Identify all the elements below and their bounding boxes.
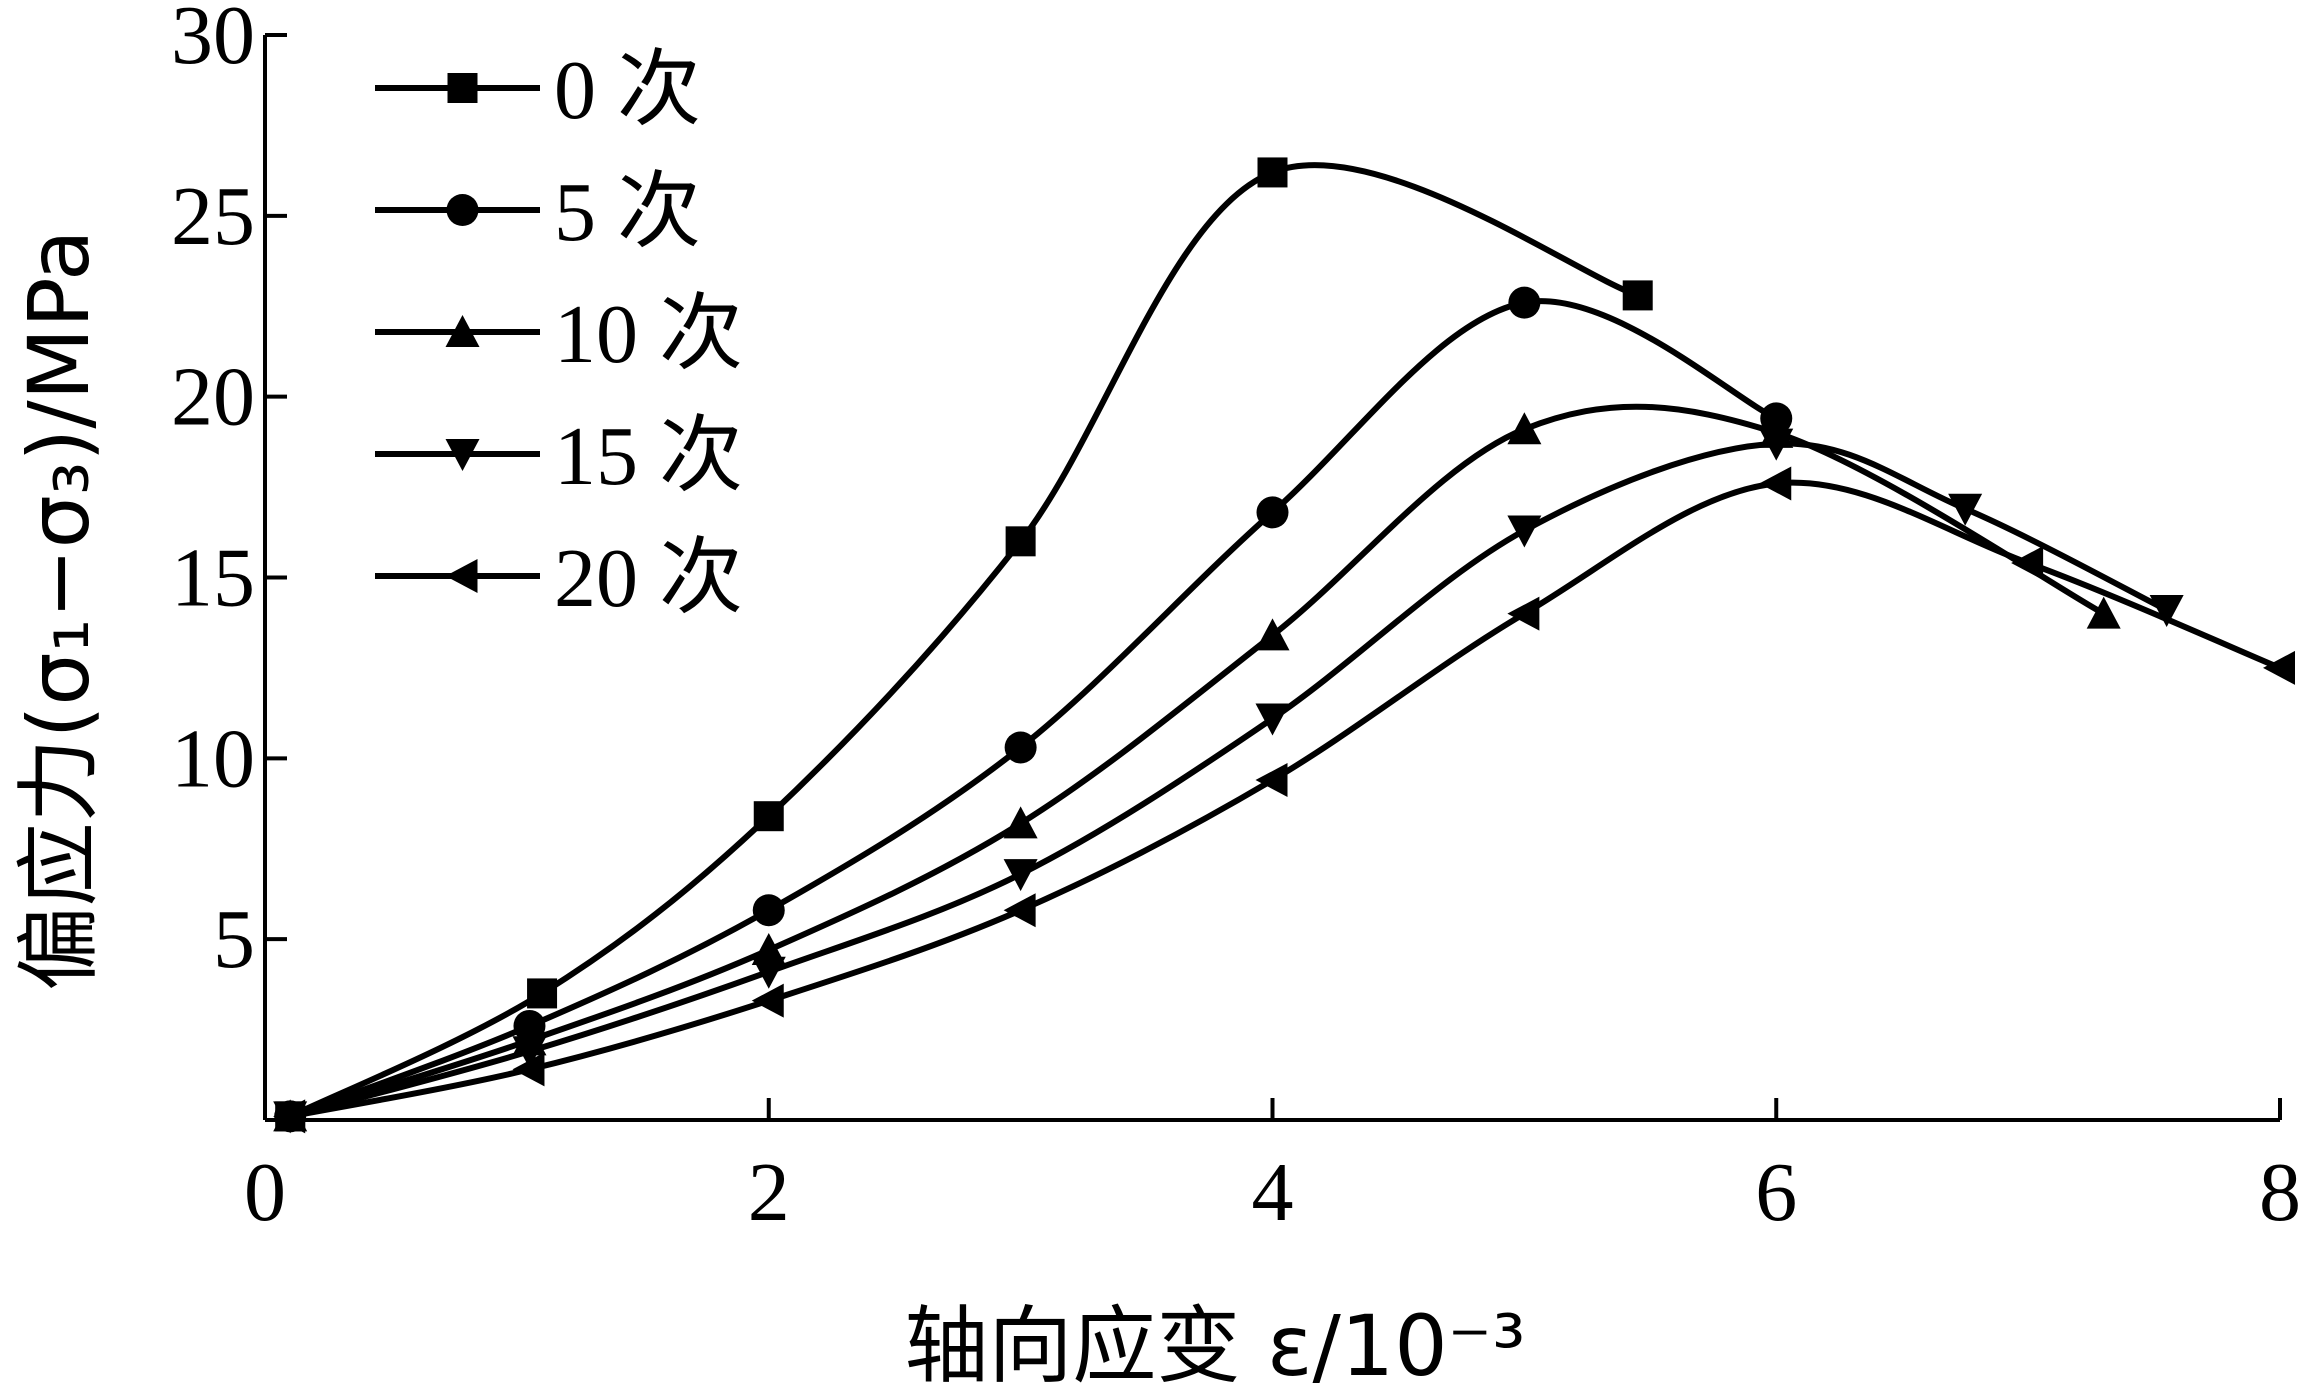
legend-label: 10 次 <box>554 288 743 381</box>
y-tick-label: 5 <box>213 893 255 986</box>
ticks: 0 2 4 6 8 5 10 15 20 25 30 <box>171 0 2301 1239</box>
series-line <box>287 162 1641 1120</box>
y-tick-label: 30 <box>171 0 255 82</box>
data-point <box>512 1036 547 1069</box>
legend-label: 15 次 <box>554 410 743 503</box>
data-point <box>2086 596 2121 629</box>
data-point <box>753 801 784 832</box>
series-0 <box>275 157 1653 1132</box>
data-point <box>1256 496 1289 529</box>
y-tick-label: 10 <box>171 712 255 805</box>
legend-marker <box>447 73 478 103</box>
data-point <box>1759 428 1794 461</box>
data-point <box>273 1099 306 1134</box>
data-point <box>2011 546 2044 581</box>
legend-marker <box>445 559 478 593</box>
x-tick-label: 0 <box>244 1146 286 1239</box>
data-point <box>1759 466 1792 501</box>
series-1 <box>274 286 1793 1133</box>
y-tick-label: 25 <box>171 170 255 263</box>
series-4 <box>273 466 2295 1134</box>
x-tick-label: 6 <box>1755 1146 1797 1239</box>
legend-item: 20 次 <box>375 532 743 625</box>
data-point <box>1003 859 1038 892</box>
x-tick-label: 4 <box>1252 1146 1294 1239</box>
series-layer <box>273 157 2295 1134</box>
data-point <box>1255 618 1290 651</box>
data-point <box>2263 650 2295 685</box>
x-axis-label: 轴向应变 ε/10⁻³ <box>904 1297 1525 1386</box>
legend-item: 0 次 <box>375 44 701 137</box>
legend-label: 5 次 <box>554 166 701 259</box>
data-point <box>512 1052 545 1087</box>
y-tick-label: 20 <box>171 351 255 444</box>
data-point <box>2149 595 2184 628</box>
data-point <box>751 983 784 1018</box>
data-point <box>1003 893 1036 928</box>
data-point <box>1622 280 1653 311</box>
y-axis-label: 偏应力(σ₁−σ₃)/MPa <box>10 230 108 991</box>
legend-marker <box>446 194 479 226</box>
data-point <box>1508 286 1541 319</box>
legend-marker <box>445 439 480 471</box>
data-point <box>1257 157 1288 188</box>
legend-item: 15 次 <box>375 410 743 503</box>
legend-marker <box>445 315 480 347</box>
data-point <box>1005 526 1036 557</box>
y-tick-label: 15 <box>171 532 255 625</box>
data-point <box>1255 763 1288 798</box>
data-point <box>527 978 558 1009</box>
data-point <box>1004 731 1037 764</box>
data-point <box>751 956 786 989</box>
legend: 0 次 5 次 10 次 15 次 20 次 <box>375 44 743 625</box>
x-tick-label: 8 <box>2259 1146 2301 1239</box>
legend-item: 10 次 <box>375 288 743 381</box>
legend-item: 5 次 <box>375 166 701 259</box>
data-point <box>1507 412 1542 445</box>
data-point <box>1507 596 1540 631</box>
data-point <box>1003 806 1038 839</box>
legend-label: 20 次 <box>554 532 743 625</box>
data-point <box>752 894 785 927</box>
data-point <box>1948 493 1983 526</box>
data-point <box>1255 703 1290 736</box>
data-point <box>1507 515 1542 548</box>
x-tick-label: 2 <box>748 1146 790 1239</box>
legend-label: 0 次 <box>554 44 701 137</box>
series-line <box>287 298 1780 1120</box>
